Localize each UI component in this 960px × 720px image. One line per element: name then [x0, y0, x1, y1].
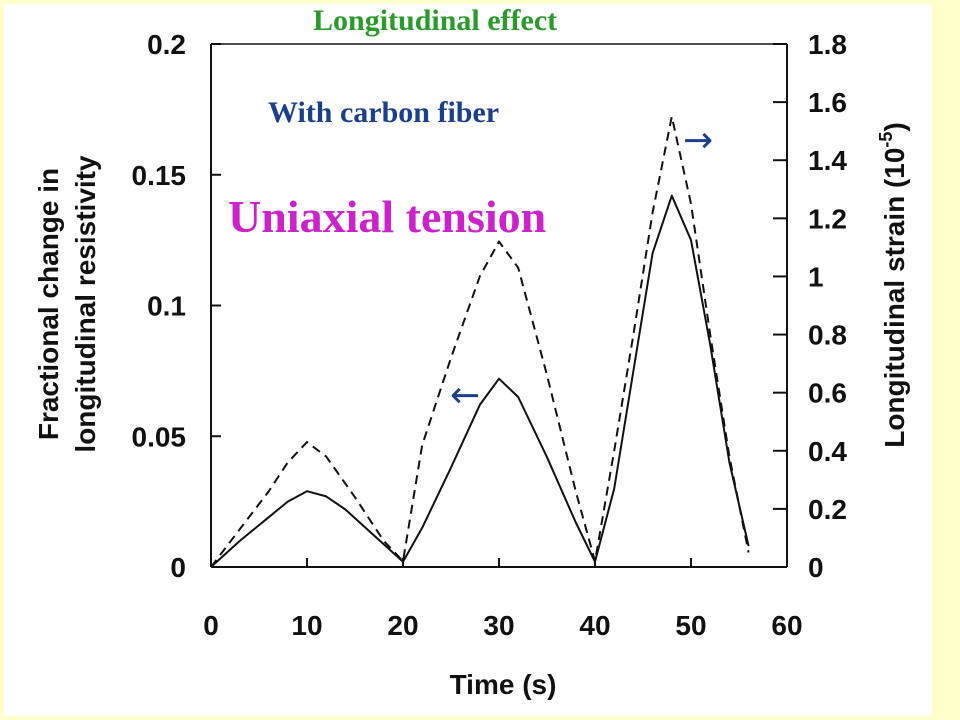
x-tick-label: 60: [771, 610, 802, 641]
y-left-tick-label: 0: [170, 552, 186, 583]
strain-series-line: [210, 115, 750, 568]
y-right-axis-label: Longitudinal strain (10-5): [876, 122, 910, 448]
y-right-ticks: 0 0.2 0.4 0.6 0.8 1 1.2 1.4 1.6 1.8: [773, 29, 847, 583]
test-condition-label: Uniaxial tension: [228, 191, 547, 242]
y-right-tick-label: 1.4: [808, 145, 847, 176]
y-right-tick-label: 0.6: [808, 378, 847, 409]
arrow-left-axis: ←: [450, 375, 480, 416]
x-tick-label: 10: [291, 610, 322, 641]
x-tick-label: 40: [579, 610, 610, 641]
y-right-tick-label: 1.2: [808, 203, 847, 234]
y-left-ticks: 0 0.05 0.1 0.15 0.2: [132, 29, 221, 583]
y-left-tick-label: 0.1: [147, 291, 186, 322]
x-tick-label: 0: [203, 610, 219, 641]
y-right-tick-label: 1.6: [808, 87, 847, 118]
y-right-tick-label: 1: [808, 261, 824, 292]
y-right-tick-label: 0.8: [808, 320, 847, 351]
y-left-tick-label: 0.05: [132, 421, 187, 452]
x-tick-label: 20: [387, 610, 418, 641]
arrow-right-axis: →: [683, 120, 713, 161]
y-left-tick-label: 0.2: [147, 29, 186, 60]
series-group: [210, 115, 750, 568]
y-right-tick-label: 0.2: [808, 494, 847, 525]
x-ticks: 0 10 20 30 40 50 60: [203, 558, 803, 641]
y-right-axis-label-main: Longitudinal strain (10: [879, 148, 910, 448]
figure-panel: [4, 4, 932, 716]
chart-title: Longitudinal effect: [313, 4, 558, 37]
y-right-tick-label: 0: [808, 552, 824, 583]
y-left-tick-label: 0.15: [132, 160, 187, 191]
y-left-axis-label-line2: longitudinal resistivity: [70, 155, 101, 453]
x-tick-label: 50: [675, 610, 706, 641]
y-right-tick-label: 1.8: [808, 29, 847, 60]
x-tick-label: 30: [483, 610, 514, 641]
chart-subtitle: With carbon fiber: [268, 96, 500, 129]
y-left-axis-label-line1: Fractional change in: [33, 168, 64, 440]
y-right-tick-label: 0.4: [808, 436, 847, 467]
x-axis-label: Time (s): [450, 669, 557, 700]
resistivity-series-line: [210, 194, 750, 568]
y-right-axis-label-close: ): [879, 122, 910, 131]
y-right-axis-label-exponent: -5: [876, 132, 896, 148]
